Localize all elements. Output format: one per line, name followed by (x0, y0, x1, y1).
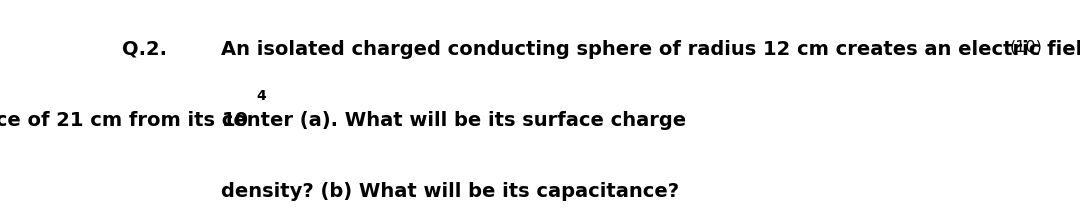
Text: An isolated charged conducting sphere of radius 12 cm creates an electric field : An isolated charged conducting sphere of… (221, 40, 1080, 59)
Text: Q.2.: Q.2. (122, 40, 167, 59)
Text: density? (b) What will be its capacitance?: density? (b) What will be its capacitanc… (221, 182, 679, 201)
Text: N/C at a distance of 21 cm from its center (a). What will be its surface charge: N/C at a distance of 21 cm from its cent… (0, 111, 686, 130)
Text: 4: 4 (256, 89, 266, 103)
Text: (10): (10) (1010, 40, 1042, 55)
Text: 10: 10 (221, 111, 248, 130)
